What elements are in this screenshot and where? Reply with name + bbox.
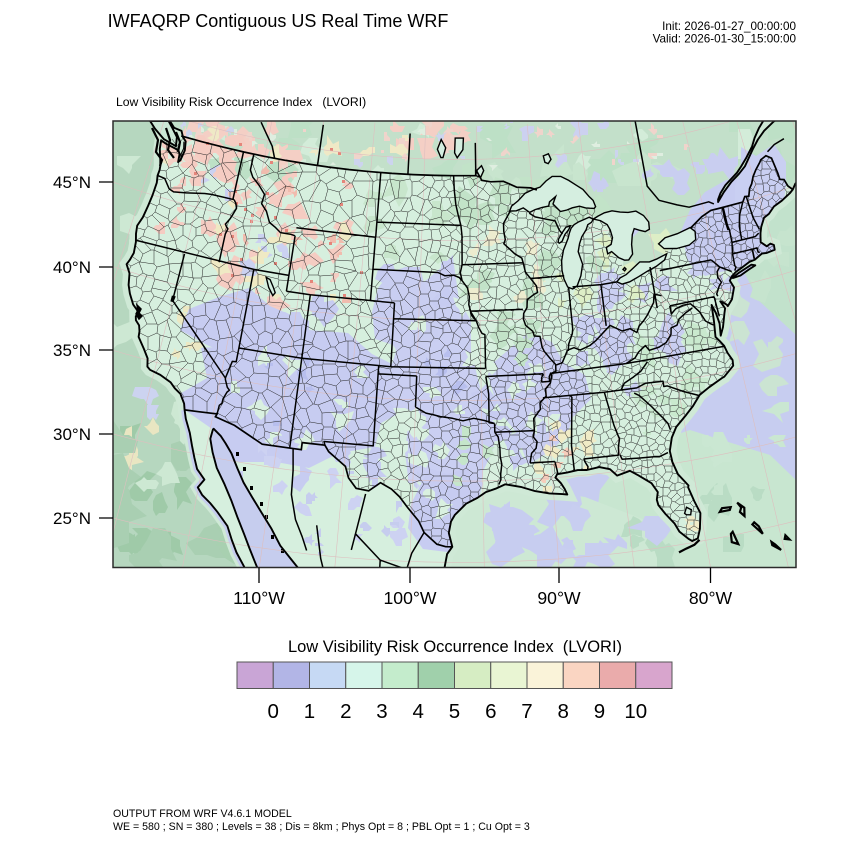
svg-text:7: 7	[521, 700, 532, 723]
svg-text:5: 5	[449, 700, 460, 723]
svg-text:45°N: 45°N	[53, 173, 91, 192]
svg-text:10: 10	[624, 700, 647, 723]
svg-text:Low Visibility Risk Occurrence: Low Visibility Risk Occurrence Index (LV…	[116, 95, 366, 109]
svg-text:40°N: 40°N	[53, 258, 91, 277]
svg-text:Valid: 2026-01-30_15:00:00: Valid: 2026-01-30_15:00:00	[653, 33, 797, 46]
svg-text:3: 3	[376, 700, 387, 723]
svg-text:IWFAQRP Contiguous US Real Tim: IWFAQRP Contiguous US Real Time WRF	[108, 11, 449, 31]
svg-text:WE = 580 ; SN = 380 ; Levels =: WE = 580 ; SN = 380 ; Levels = 38 ; Dis …	[113, 821, 530, 833]
svg-text:Init: 2026-01-27_00:00:00: Init: 2026-01-27_00:00:00	[662, 20, 796, 33]
svg-text:6: 6	[485, 700, 496, 723]
svg-text:25°N: 25°N	[53, 509, 91, 528]
svg-text:8: 8	[557, 700, 568, 723]
svg-text:100°W: 100°W	[384, 588, 437, 608]
svg-text:Low Visibility Risk Occurrence: Low Visibility Risk Occurrence Index (LV…	[288, 638, 622, 656]
svg-text:30°N: 30°N	[53, 425, 91, 444]
svg-text:80°W: 80°W	[689, 588, 733, 608]
svg-text:110°W: 110°W	[233, 588, 285, 608]
svg-text:OUTPUT FROM WRF V4.6.1 MODEL: OUTPUT FROM WRF V4.6.1 MODEL	[113, 808, 292, 820]
svg-text:1: 1	[304, 700, 315, 723]
svg-text:4: 4	[412, 700, 423, 723]
svg-text:35°N: 35°N	[53, 341, 91, 360]
svg-text:0: 0	[267, 700, 278, 723]
svg-text:2: 2	[340, 700, 351, 723]
svg-text:9: 9	[594, 700, 605, 723]
svg-text:90°W: 90°W	[537, 588, 581, 608]
